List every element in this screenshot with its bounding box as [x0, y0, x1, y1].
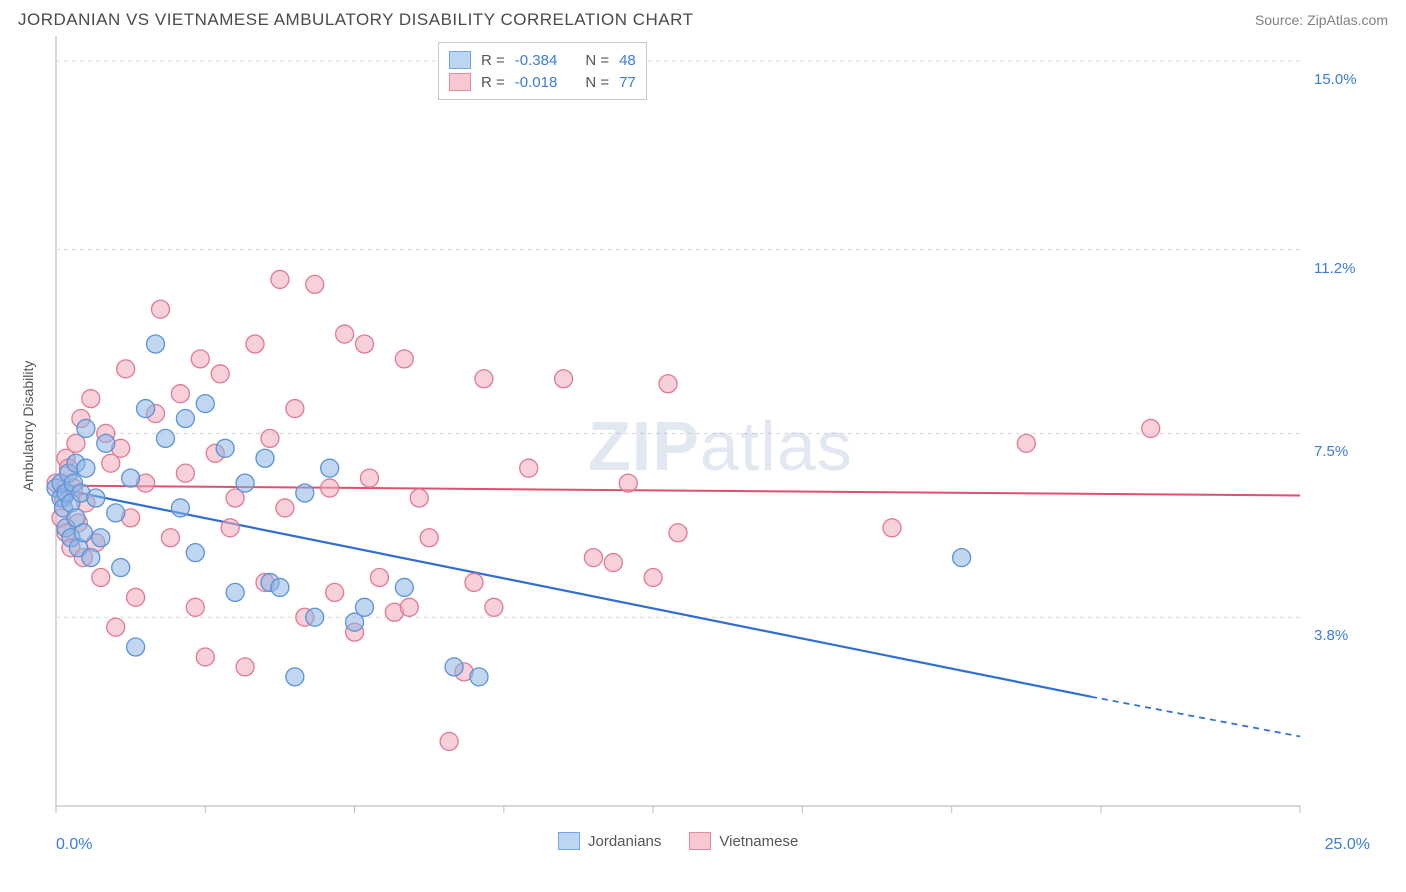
chart-container: Ambulatory Disability R = -0.384 N = 48 R =-…: [18, 36, 1388, 826]
r-label: R =: [481, 52, 505, 69]
legend-swatch: [558, 832, 580, 850]
stats-row: R = -0.018 N = 77: [449, 71, 636, 93]
legend-item: Jordanians: [558, 832, 661, 850]
y-axis-label: Ambulatory Disability: [20, 361, 36, 492]
n-label: N =: [585, 52, 609, 69]
n-value: 77: [619, 74, 636, 91]
legend-label: Vietnamese: [719, 833, 798, 850]
r-value: -0.384: [515, 52, 558, 69]
series-swatch: [449, 51, 471, 69]
r-value: -0.018: [515, 74, 558, 91]
y-tick-label: 3.8%: [1314, 627, 1348, 644]
legend-swatch: [689, 832, 711, 850]
r-label: R =: [481, 74, 505, 91]
scatter-plot: [18, 36, 1358, 826]
n-value: 48: [619, 52, 636, 69]
correlation-stats-box: R = -0.384 N = 48 R = -0.018 N = 77: [438, 42, 647, 100]
y-tick-label: 15.0%: [1314, 71, 1357, 88]
stats-row: R = -0.384 N = 48: [449, 49, 636, 71]
series-swatch: [449, 73, 471, 91]
legend: Jordanians Vietnamese: [558, 832, 798, 850]
legend-label: Jordanians: [588, 833, 661, 850]
x-axis-end-label: 25.0%: [1325, 836, 1370, 854]
y-tick-label: 7.5%: [1314, 443, 1348, 460]
legend-item: Vietnamese: [689, 832, 798, 850]
n-label: N =: [585, 74, 609, 91]
source-attribution: Source: ZipAtlas.com: [1255, 12, 1388, 28]
x-axis-start-label: 0.0%: [56, 836, 92, 854]
chart-title: JORDANIAN VS VIETNAMESE AMBULATORY DISAB…: [18, 10, 693, 30]
y-tick-label: 11.2%: [1314, 260, 1355, 277]
